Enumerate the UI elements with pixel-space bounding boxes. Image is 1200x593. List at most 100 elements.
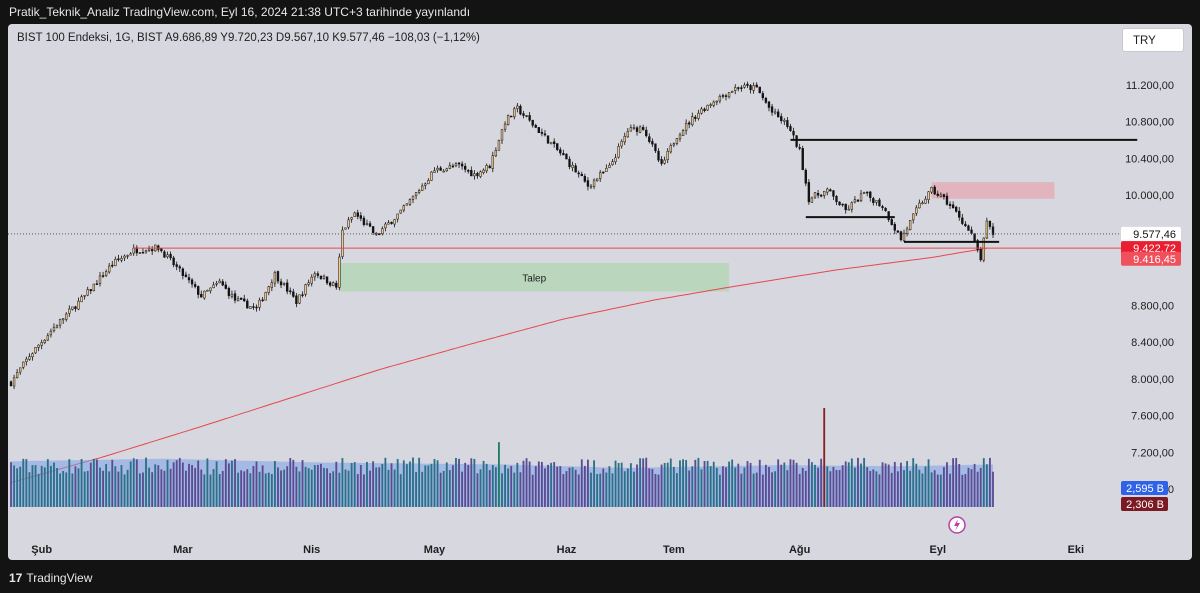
- volume-bar: [620, 462, 623, 507]
- volume-bar: [138, 473, 141, 507]
- candle-down: [117, 258, 120, 261]
- volume-bar: [65, 472, 68, 507]
- candle-up: [982, 237, 985, 261]
- candle-down: [464, 165, 467, 170]
- candlestick-chart[interactable]: Talep 11.200,00 10.800,00 10.400,00 10.000,…: [8, 24, 1192, 560]
- candle-down: [951, 204, 955, 209]
- volume-bar: [221, 470, 224, 507]
- volume-bar: [307, 468, 310, 507]
- volume-bar: [838, 470, 841, 507]
- candle-down: [688, 122, 691, 125]
- volume-bar: [522, 460, 525, 507]
- candle-up: [482, 169, 485, 173]
- candle-down: [764, 97, 768, 103]
- volume-bar: [697, 457, 700, 507]
- candle-down: [190, 279, 194, 285]
- volume-bar: [629, 463, 632, 507]
- candle-down: [565, 153, 568, 160]
- candle-down: [651, 141, 654, 145]
- candle-down: [740, 87, 743, 89]
- volume-bar: [62, 471, 65, 507]
- candle-up: [549, 142, 553, 145]
- candle-up: [61, 318, 65, 321]
- volume-label-box: [1121, 481, 1168, 495]
- candle-up: [773, 111, 777, 114]
- candle-up: [114, 259, 117, 266]
- currency-button[interactable]: TRY: [1122, 28, 1184, 52]
- candle-down: [958, 210, 961, 218]
- candle-up: [592, 179, 596, 187]
- volume-bar: [688, 470, 691, 507]
- candle-down: [325, 276, 329, 284]
- volume-bar: [740, 473, 743, 507]
- candle-up: [494, 149, 498, 157]
- candle-up: [589, 185, 593, 188]
- candle-up: [611, 161, 614, 165]
- candle-up: [712, 101, 715, 106]
- candle-down: [660, 159, 663, 164]
- candle-down: [819, 194, 823, 197]
- candle-down: [141, 252, 145, 254]
- candle-up: [132, 247, 135, 254]
- candle-down: [546, 135, 550, 144]
- volume-bar: [74, 466, 77, 507]
- candle-down: [967, 225, 970, 231]
- volume-bar: [580, 459, 583, 507]
- candle-up: [393, 219, 396, 225]
- candle-up: [166, 254, 169, 258]
- volume-bar: [614, 460, 617, 507]
- volume-bar: [789, 459, 792, 507]
- volume-bar: [341, 458, 344, 507]
- candle-up: [218, 280, 221, 284]
- candle-down: [200, 293, 203, 298]
- volume-bar: [129, 461, 132, 507]
- volume-bar: [915, 463, 918, 507]
- volume-bar: [172, 462, 175, 507]
- time-tick-label: Ağu: [789, 544, 810, 556]
- price-tick-label: 8.400,00: [1131, 337, 1174, 349]
- volume-bar: [817, 467, 820, 507]
- candle-down: [635, 127, 639, 132]
- volume-bar: [927, 459, 930, 507]
- candle-up: [365, 223, 369, 225]
- volume-bar: [56, 468, 58, 507]
- volume-bar: [163, 470, 166, 507]
- volume-bar: [10, 462, 12, 507]
- volume-bar: [780, 464, 783, 507]
- candle-up: [681, 130, 685, 137]
- candle-up: [939, 194, 943, 197]
- volume-bar: [31, 465, 34, 507]
- candle-down: [470, 170, 473, 177]
- candle-down: [371, 226, 375, 233]
- candle-up: [930, 187, 933, 193]
- volume-bar: [970, 469, 973, 507]
- volume-bar: [660, 464, 663, 507]
- time-tick-label: Haz: [557, 544, 577, 556]
- volume-bar: [633, 471, 635, 507]
- candle-up: [49, 330, 53, 336]
- volume-bar: [648, 468, 651, 507]
- candle-up: [614, 157, 617, 163]
- candle-up: [212, 284, 215, 289]
- chart-panel[interactable]: Talep 11.200,00 10.800,00 10.400,00 10.000,…: [8, 24, 1192, 560]
- lightning-icon[interactable]: [948, 516, 966, 534]
- volume-bar: [83, 471, 86, 507]
- volume-bar: [992, 471, 994, 507]
- volume-bar: [718, 474, 721, 507]
- candle-down: [789, 126, 792, 131]
- volume-bar: [467, 465, 470, 507]
- volume-bar: [494, 467, 497, 507]
- candle-up: [421, 185, 424, 191]
- volume-bar: [887, 464, 890, 507]
- candle-down: [841, 203, 844, 206]
- volume-bar: [534, 466, 537, 507]
- volume-bar: [758, 459, 761, 507]
- volume-bar: [298, 471, 301, 507]
- volume-bar: [755, 472, 758, 507]
- volume-bar: [958, 463, 961, 507]
- volume-bar: [372, 461, 375, 507]
- candle-up: [12, 377, 16, 387]
- volume-bar: [752, 473, 755, 507]
- candle-down: [197, 286, 200, 295]
- candle-down: [316, 273, 320, 276]
